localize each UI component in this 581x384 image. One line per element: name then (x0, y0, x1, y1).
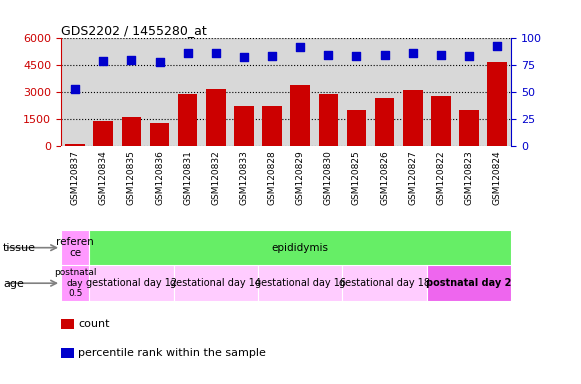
Text: GSM120830: GSM120830 (324, 150, 333, 205)
Point (267, 53, 277, 59)
Text: GSM120831: GSM120831 (183, 150, 192, 205)
Text: GSM120828: GSM120828 (268, 150, 277, 205)
Text: postnatal day 2: postnatal day 2 (426, 278, 512, 288)
Bar (65, 144, 85, 146)
Point (155, 59, 164, 65)
Bar (206, 89, 225, 146)
Text: GSM120836: GSM120836 (155, 150, 164, 205)
Text: GSM120834: GSM120834 (99, 150, 107, 205)
Text: GDS2202 / 1455280_at: GDS2202 / 1455280_at (61, 24, 207, 37)
Bar (347, 110, 367, 146)
Bar (174, 265, 258, 301)
Text: epididymis: epididymis (272, 243, 329, 253)
Point (239, 54, 249, 60)
Point (296, 44, 305, 50)
Text: count: count (78, 319, 110, 329)
Text: gestational day 12: gestational day 12 (86, 278, 177, 288)
Text: GSM120835: GSM120835 (127, 150, 136, 205)
Text: GSM120837: GSM120837 (70, 150, 80, 205)
Point (324, 51, 333, 58)
Bar (89, 265, 174, 301)
Bar (375, 98, 394, 146)
Bar (61, 265, 89, 301)
Text: GSM120825: GSM120825 (352, 150, 361, 205)
Text: gestational day 14: gestational day 14 (170, 278, 261, 288)
Bar (258, 265, 342, 301)
Bar (318, 94, 338, 146)
Text: age: age (3, 279, 24, 289)
Bar (94, 121, 113, 146)
Bar (234, 106, 254, 146)
Point (211, 50, 220, 56)
Bar (487, 62, 507, 146)
Bar (262, 106, 282, 146)
Text: GSM120829: GSM120829 (296, 150, 304, 205)
Bar (178, 94, 198, 146)
Bar (459, 110, 479, 146)
Bar (403, 90, 422, 146)
Point (436, 51, 446, 58)
Point (183, 50, 192, 56)
Point (127, 57, 136, 63)
Bar (150, 122, 169, 146)
Text: GSM120832: GSM120832 (211, 150, 220, 205)
Point (493, 43, 502, 49)
Bar (342, 265, 427, 301)
Text: postnatal
day
0.5: postnatal day 0.5 (54, 268, 96, 298)
Bar (431, 96, 451, 146)
Point (352, 53, 361, 59)
Point (99, 58, 108, 64)
Text: referen
ce: referen ce (56, 237, 94, 258)
Point (380, 51, 389, 58)
Text: GSM120827: GSM120827 (408, 150, 417, 205)
Point (408, 50, 417, 56)
Text: gestational day 18: gestational day 18 (339, 278, 430, 288)
Bar (427, 265, 511, 301)
Bar (121, 117, 141, 146)
Point (464, 53, 474, 59)
Bar (290, 85, 310, 146)
Bar (61, 230, 89, 265)
Text: GSM120823: GSM120823 (465, 150, 474, 205)
Text: gestational day 16: gestational day 16 (254, 278, 346, 288)
Text: percentile rank within the sample: percentile rank within the sample (78, 348, 266, 358)
Text: tissue: tissue (3, 243, 36, 253)
Text: GSM120824: GSM120824 (493, 150, 502, 205)
Text: GSM120822: GSM120822 (436, 150, 446, 205)
Text: GSM120826: GSM120826 (380, 150, 389, 205)
Text: GSM120833: GSM120833 (239, 150, 249, 205)
Point (70, 86, 80, 92)
